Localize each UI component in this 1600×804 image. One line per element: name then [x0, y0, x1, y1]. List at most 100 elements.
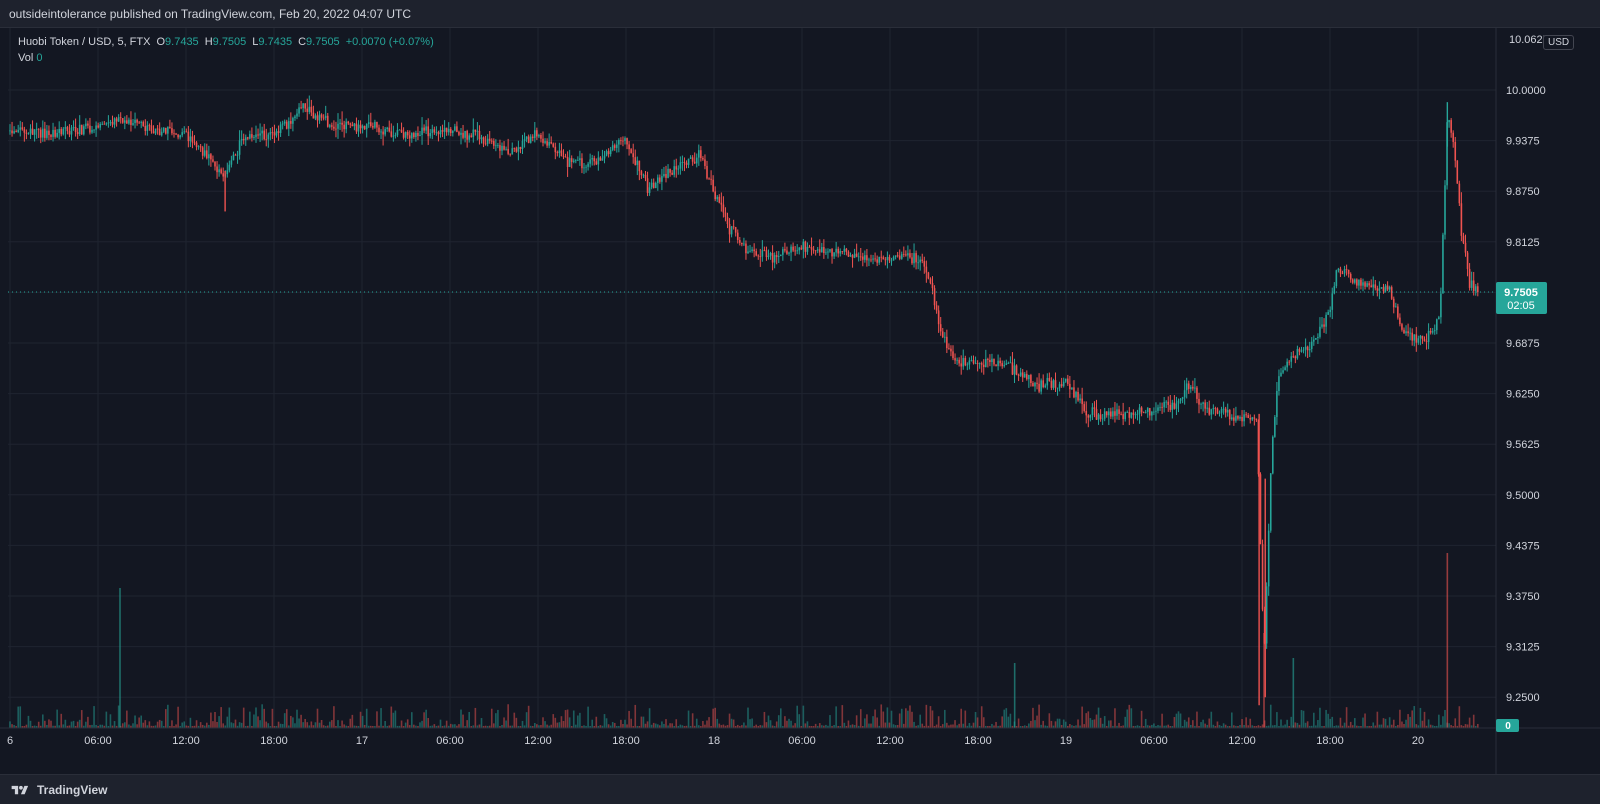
candle-body [964, 357, 967, 366]
volume-bar [1354, 718, 1356, 728]
volume-bar [310, 721, 313, 728]
volume-bar [1308, 725, 1311, 728]
candle-body [78, 124, 81, 135]
candle-body [134, 119, 136, 124]
candle-body [1458, 183, 1461, 204]
candle-body [1261, 544, 1264, 610]
open-label: O [156, 36, 166, 48]
volume-bar [1427, 719, 1430, 728]
candle-body [171, 128, 173, 134]
candle-body [935, 305, 938, 311]
candle-body [562, 156, 565, 157]
candle-body [357, 124, 360, 132]
candle-body [1251, 417, 1254, 420]
volume-bar [997, 725, 999, 728]
volume-bar [581, 725, 583, 728]
volume-bar [74, 725, 77, 728]
candle-body [978, 363, 981, 364]
candle-body [722, 204, 725, 213]
volume-bar [415, 725, 417, 728]
chart-area[interactable]: 10.00009.93759.87509.81259.75009.68759.6… [0, 28, 1600, 774]
volume-bar [1310, 725, 1313, 728]
volume-bar [616, 725, 618, 728]
candle-body [757, 255, 760, 257]
volume-bar [318, 722, 321, 728]
volume-bar [72, 720, 75, 728]
candle-body [138, 122, 140, 124]
volume-bar [687, 710, 690, 728]
candle-body [165, 127, 167, 134]
candle-body [1185, 383, 1188, 391]
volume-bar [548, 725, 550, 728]
last-price-badge: 9.7505 02:05 [1496, 282, 1547, 314]
candle-body [1466, 252, 1469, 269]
candle-body [1075, 391, 1077, 398]
volume-bar [279, 723, 282, 728]
candle-body [1038, 383, 1040, 392]
symbol-name[interactable]: Huobi Token / USD, 5, FTX [18, 36, 151, 48]
volume-bar [425, 709, 427, 728]
close-label: C [298, 36, 307, 48]
volume-bar [1257, 725, 1260, 728]
volume-bar [1384, 718, 1387, 728]
candle-body [874, 258, 876, 260]
candle-body [35, 128, 38, 130]
candle-body [21, 127, 24, 130]
candle-body [833, 252, 835, 257]
time-tick-label: 12:00 [1228, 735, 1256, 747]
candle-body [1116, 409, 1118, 416]
candle-body [800, 247, 803, 250]
candle-body [1179, 398, 1182, 401]
tradingview-logo[interactable]: TradingView [9, 783, 107, 797]
volume-bar [390, 706, 393, 728]
candle-body [423, 127, 425, 131]
volume-bar [923, 725, 926, 728]
candle-body [1120, 413, 1122, 415]
candle-body [572, 160, 575, 162]
volume-label[interactable]: Vol [18, 52, 34, 64]
volume-bar [714, 707, 716, 728]
candle-body [870, 259, 872, 261]
candle-body [970, 360, 973, 361]
candle-body [718, 196, 721, 203]
volume-bar [1220, 725, 1223, 728]
candle-body [85, 123, 87, 127]
candle-body [173, 133, 175, 135]
candle-body [1077, 391, 1079, 401]
volume-bar [724, 725, 727, 728]
series-legend[interactable]: Huobi Token / USD, 5, FTX O9.7435 H9.7505 L… [18, 34, 434, 66]
price-axis[interactable]: 10.00009.93759.87509.81259.75009.68759.6… [1506, 85, 1546, 704]
candle-body [259, 133, 261, 136]
volume-bar [1136, 725, 1139, 728]
low-value: 9.7435 [258, 36, 293, 48]
candle-body [1046, 377, 1049, 386]
volume-bar [1079, 725, 1081, 728]
volume-bar [1241, 719, 1243, 728]
volume-bar [361, 715, 364, 728]
candle-body [283, 121, 286, 124]
candle-body [845, 248, 848, 252]
volume-bar [671, 723, 673, 728]
volume-bar [1409, 716, 1411, 728]
volume-bar [117, 705, 120, 728]
candle-body [376, 121, 378, 128]
volume-bar [591, 719, 593, 728]
volume-bar [109, 714, 112, 728]
candlestick-chart[interactable]: 10.00009.93759.87509.81259.75009.68759.6… [0, 28, 1600, 774]
volume-bar [792, 725, 794, 728]
volume-bar [1179, 713, 1182, 728]
currency-button[interactable]: USD [1543, 35, 1575, 50]
volume-bar [706, 720, 708, 728]
candle-body [1235, 415, 1237, 421]
time-axis[interactable]: 6 06:00 12:00 18:00 17 06:00 12:00 18:00 18 06:00… [7, 735, 1424, 747]
volume-bar [1187, 717, 1190, 728]
volume-bar [1296, 722, 1299, 728]
candle-body [609, 149, 612, 155]
candle-body [1286, 361, 1288, 368]
volume-bar [917, 725, 919, 728]
candle-body [1243, 414, 1245, 422]
candle-body [1292, 356, 1295, 358]
volume-bar [648, 708, 651, 728]
candle-body [605, 151, 608, 156]
volume-bar [394, 710, 397, 728]
